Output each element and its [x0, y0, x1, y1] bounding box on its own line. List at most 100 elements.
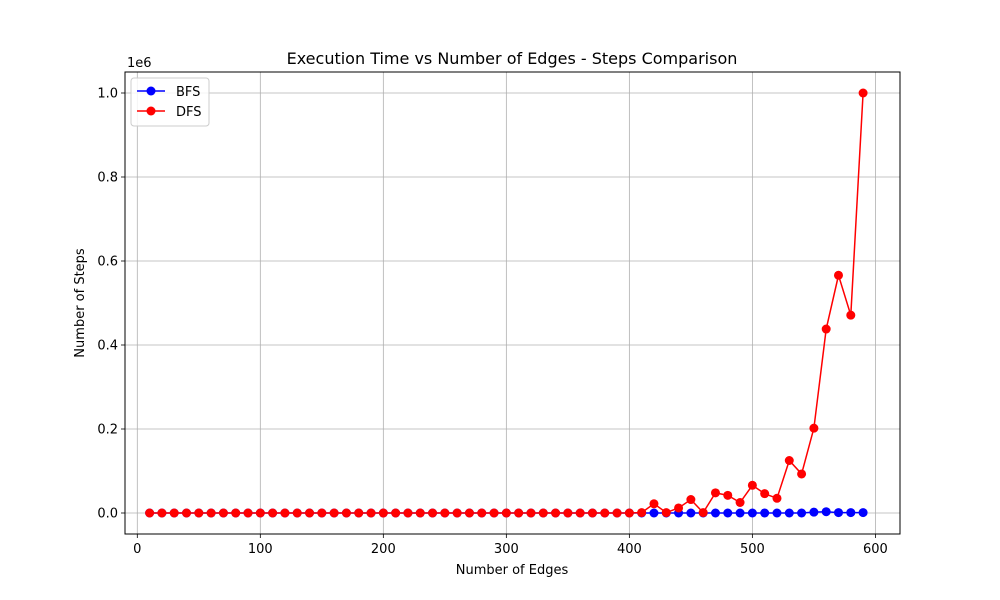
bfs-point	[735, 508, 745, 518]
dfs-point	[268, 508, 278, 518]
chart-title: Execution Time vs Number of Edges - Step…	[287, 49, 738, 68]
x-tick-label: 0	[133, 542, 141, 557]
dfs-point	[551, 508, 561, 518]
dfs-point	[858, 88, 868, 98]
y-tick-label: 0.6	[97, 255, 118, 270]
dfs-point	[255, 508, 265, 518]
legend-bfs-label: BFS	[176, 85, 200, 100]
y-tick-label: 0.4	[97, 339, 118, 354]
y-tick-label: 0.0	[97, 507, 118, 522]
dfs-point	[415, 508, 425, 518]
x-tick-label: 200	[371, 542, 396, 557]
bfs-point	[809, 507, 819, 517]
dfs-point	[637, 508, 647, 518]
dfs-point	[674, 503, 684, 513]
bfs-point	[747, 508, 757, 518]
series-layer	[145, 88, 868, 518]
dfs-point	[710, 488, 720, 498]
dfs-point	[403, 508, 413, 518]
dfs-point	[305, 508, 315, 518]
dfs-point	[821, 324, 831, 334]
bfs-point	[821, 507, 831, 517]
dfs-point	[735, 498, 745, 507]
y-axis-label: Number of Steps	[73, 248, 88, 358]
plot-frame	[124, 71, 901, 535]
dfs-point	[538, 508, 548, 518]
dfs-point	[354, 508, 364, 518]
dfs-point	[784, 456, 794, 465]
bfs-point	[784, 508, 794, 518]
dfs-point	[206, 508, 216, 518]
dfs-point	[231, 508, 241, 518]
dfs-point	[649, 499, 659, 509]
y-tick-label: 1.0	[97, 87, 118, 102]
dfs-point	[698, 508, 708, 518]
dfs-point	[157, 508, 167, 518]
dfs-point	[145, 508, 155, 518]
series-dfs	[145, 88, 868, 518]
bfs-point	[833, 508, 843, 518]
dfs-point	[563, 508, 573, 518]
dfs-point	[846, 310, 856, 320]
grid	[125, 72, 900, 534]
y-tick-label: 0.2	[97, 423, 118, 438]
dfs-point	[341, 508, 351, 518]
dfs-point	[686, 495, 696, 505]
dfs-point	[169, 508, 179, 518]
x-tick-label: 600	[863, 542, 888, 557]
x-tick-label: 300	[494, 542, 519, 557]
dfs-point	[317, 508, 327, 518]
dfs-point	[464, 508, 474, 518]
bfs-point	[760, 508, 770, 518]
legend-dfs-label: DFS	[176, 105, 202, 120]
dfs-point	[624, 508, 634, 518]
bfs-point	[846, 508, 856, 518]
dfs-point	[243, 508, 253, 518]
dfs-point	[809, 423, 819, 433]
legend: BFS DFS	[130, 77, 210, 127]
dfs-point	[587, 508, 597, 518]
x-axis: 0 100 200 300 400 500 600	[133, 534, 888, 557]
dfs-point	[833, 270, 843, 280]
dfs-point	[600, 508, 610, 518]
x-tick-label: 100	[248, 542, 273, 557]
dfs-point	[514, 508, 524, 518]
dfs-point	[329, 508, 339, 518]
bfs-point	[649, 508, 659, 518]
dfs-point	[526, 508, 536, 518]
legend-bfs-marker	[146, 86, 156, 96]
dfs-point	[440, 508, 450, 518]
bfs-point	[710, 508, 720, 518]
dfs-point	[292, 508, 302, 518]
dfs-point	[194, 508, 204, 518]
y-tick-label: 0.8	[97, 171, 118, 186]
dfs-point	[378, 508, 388, 518]
dfs-point	[477, 508, 487, 518]
dfs-point	[452, 508, 462, 518]
dfs-point	[723, 490, 733, 500]
dfs-point	[772, 493, 782, 503]
y-offset-label: 1e6	[127, 56, 152, 71]
bfs-point	[723, 508, 733, 518]
x-tick-label: 400	[617, 542, 642, 557]
dfs-point	[218, 508, 228, 518]
dfs-point	[747, 480, 757, 490]
bfs-point	[797, 508, 807, 518]
bfs-point	[686, 508, 696, 518]
dfs-point	[797, 469, 807, 479]
dfs-point	[366, 508, 376, 518]
dfs-point	[575, 508, 585, 518]
bfs-point	[772, 508, 782, 518]
dfs-point	[391, 508, 401, 518]
x-tick-label: 500	[740, 542, 765, 557]
dfs-point	[760, 489, 770, 499]
x-axis-label: Number of Edges	[456, 563, 569, 578]
bfs-point	[858, 508, 868, 518]
dfs-point	[428, 508, 438, 518]
dfs-point	[612, 508, 622, 518]
dfs-point	[501, 508, 511, 518]
dfs-point	[489, 508, 499, 518]
dfs-point	[280, 508, 290, 518]
legend-dfs-marker	[146, 106, 156, 116]
